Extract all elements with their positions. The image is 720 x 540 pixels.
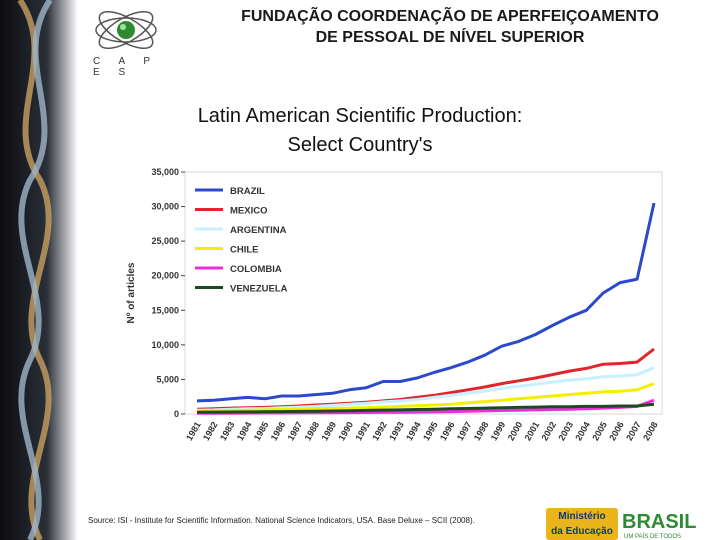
- slide-title-line2: Select Country's: [287, 134, 433, 156]
- x-tick-label: 1983: [218, 420, 237, 442]
- x-tick-label: 2005: [590, 420, 609, 442]
- x-tick-label: 1990: [336, 420, 355, 442]
- x-tick-label: 1985: [252, 420, 271, 442]
- legend-label-argentina: ARGENTINA: [230, 225, 287, 236]
- y-tick-label: 35,000: [151, 167, 179, 177]
- series-line-brazil: [196, 202, 656, 403]
- x-tick-label: 1997: [455, 420, 474, 442]
- x-tick-label: 1991: [353, 420, 372, 442]
- x-tick-label: 1999: [489, 420, 508, 442]
- ministerio-educacao-logo: Ministério da Educação: [546, 508, 618, 540]
- y-tick-label: 5,000: [156, 374, 179, 384]
- x-tick-label: 1987: [286, 420, 305, 442]
- organization-title-line1: FUNDAÇÃO COORDENAÇÃO DE APERFEIÇOAMENTO: [241, 8, 659, 25]
- x-tick-label: 2004: [573, 420, 592, 442]
- x-tick-label: 1986: [269, 420, 288, 442]
- organization-title: FUNDAÇÃO COORDENAÇÃO DE APERFEIÇOAMENTO …: [180, 6, 720, 48]
- series-line-chile: [196, 382, 655, 413]
- capes-logo-text: C A P E S: [93, 56, 158, 78]
- y-tick-label: 20,000: [151, 271, 179, 281]
- source-note: Source: ISI - Institute for Scientific I…: [88, 516, 475, 525]
- y-tick-label: 10,000: [151, 340, 179, 350]
- plot-area: [184, 171, 663, 415]
- capes-logo: [95, 11, 157, 49]
- x-tick-label: 1995: [421, 420, 440, 442]
- x-tick-label: 1998: [472, 420, 491, 442]
- x-tick-label: 1994: [404, 420, 423, 442]
- brasil-logo-tagline: UM PAÍS DE TODOS: [624, 533, 681, 540]
- y-axis-label: Nº of articles: [126, 262, 137, 323]
- legend-label-mexico: MEXICO: [230, 206, 267, 217]
- x-tick-label: 1982: [201, 420, 220, 442]
- line-chart: 0 5,000 10,000 15,000 20,000 25,000 30,000 35,0…: [126, 167, 663, 442]
- x-tick-label: 1988: [303, 420, 322, 442]
- legend-label-colombia: COLOMBIA: [230, 264, 282, 275]
- brasil-logo: BRASIL UM PAÍS DE TODOS: [622, 511, 696, 540]
- legend-label-chile: CHILE: [230, 245, 259, 256]
- ministerio-line1: Ministério: [558, 511, 606, 522]
- x-tick-label: 2001: [523, 420, 542, 442]
- x-tick-label: 2000: [506, 420, 525, 442]
- slide-title: Latin American Scientific Production: Se…: [150, 102, 570, 160]
- x-tick-label: 1989: [319, 420, 338, 442]
- legend-label-venezuela: VENEZUELA: [230, 284, 288, 295]
- x-tick-label: 2008: [641, 420, 660, 442]
- x-tick-label: 1996: [438, 420, 457, 442]
- series-line-argentina: [196, 366, 655, 412]
- x-tick-label: 1981: [184, 420, 203, 442]
- x-tick-label: 1984: [235, 420, 254, 442]
- x-tick-label: 2007: [624, 420, 643, 442]
- brasil-logo-word: BRASIL: [622, 511, 696, 533]
- x-tick-label: 2002: [540, 420, 559, 442]
- ministerio-line2: da Educação: [551, 526, 613, 537]
- dna-sidebar-graphic: [0, 0, 78, 540]
- series-line-venezuela: [196, 402, 655, 414]
- x-tick-label: 1992: [370, 420, 389, 442]
- y-tick-label: 0: [174, 409, 179, 419]
- x-tick-label: 2006: [607, 420, 626, 442]
- legend-label-brazil: BRAZIL: [230, 186, 265, 197]
- x-tick-label: 2003: [556, 420, 575, 442]
- slide-title-line1: Latin American Scientific Production:: [197, 105, 523, 127]
- organization-title-line2: DE PESSOAL DE NÍVEL SUPERIOR: [315, 29, 585, 46]
- y-tick-label: 15,000: [151, 305, 179, 315]
- x-tick-label: 1993: [387, 420, 406, 442]
- y-tick-label: 25,000: [151, 236, 179, 246]
- y-tick-label: 30,000: [151, 202, 179, 212]
